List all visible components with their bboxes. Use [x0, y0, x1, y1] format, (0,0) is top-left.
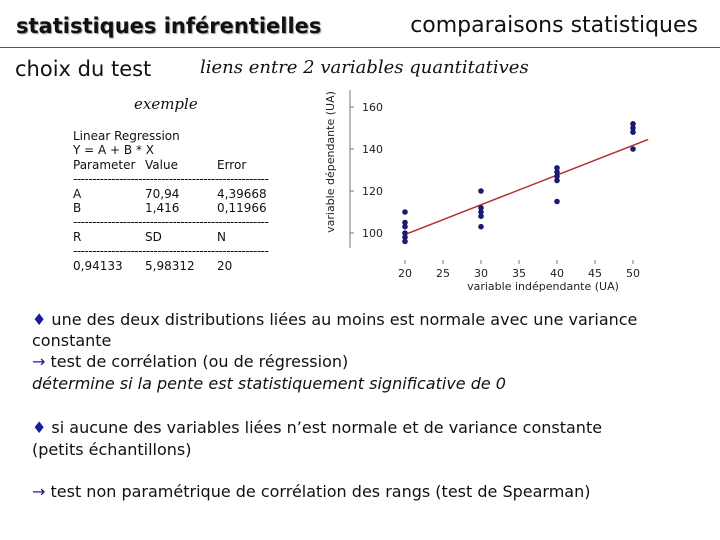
separator-line: ----------------------------------------…	[73, 215, 269, 230]
diamond-bullet-icon: ♦	[32, 418, 47, 437]
stats-cell: 5,98312	[145, 258, 195, 273]
note-1-line-1: ♦ une des deux distributions liées au mo…	[32, 310, 638, 329]
stats-row: Linear Regression	[73, 129, 269, 143]
data-point	[478, 213, 484, 219]
y-tick-label: 160	[362, 101, 383, 114]
data-point	[554, 169, 560, 175]
data-point	[630, 125, 636, 131]
data-point	[478, 223, 484, 230]
x-tick-label: 20	[398, 267, 412, 280]
stats-row: R SD N	[73, 230, 269, 244]
stats-cell: 0,11966	[217, 200, 267, 215]
stats-cell: N	[217, 229, 226, 244]
y-axis-label: variable dépendante (UA)	[324, 91, 337, 233]
data-point	[478, 209, 484, 215]
x-tick-label: 45	[588, 267, 602, 280]
stats-cell: Parameter	[73, 157, 136, 172]
data-point	[402, 219, 408, 226]
stats-cell: Error	[217, 157, 247, 172]
y-tick-label: 120	[362, 185, 383, 198]
stats-row: B 1,416 0,11966	[73, 201, 269, 215]
data-point	[478, 188, 484, 194]
data-point	[402, 230, 408, 236]
stats-cell: 70,94	[145, 186, 180, 201]
x-tick-label: 30	[474, 267, 488, 280]
data-point	[554, 177, 560, 184]
data-point	[554, 165, 560, 171]
stats-cell: 1,416	[145, 200, 180, 215]
stats-row: Parameter Value Error	[73, 158, 269, 172]
data-point	[630, 146, 636, 152]
stats-cell: R	[73, 229, 82, 244]
example-label: exemple	[134, 95, 198, 113]
stats-cell: A	[73, 186, 82, 201]
data-point	[402, 223, 408, 230]
note-2-line-1: ♦ si aucune des variables liées n’est no…	[32, 418, 603, 437]
separator-line: ----------------------------------------…	[73, 172, 269, 187]
chart-marks: 100 120 140 160 20 25 30 35 40 45 50	[350, 101, 649, 280]
y-tick-label: 100	[362, 227, 383, 240]
stats-row: Y = A + B * X	[73, 143, 269, 157]
scatter-chart: variable dépendante (UA) variable indépe…	[324, 90, 649, 293]
note-2-line-2: (petits échantillons)	[32, 440, 192, 459]
y-tick-label: 140	[362, 143, 383, 156]
subtitle-left: choix du test	[15, 57, 152, 81]
data-point	[478, 205, 484, 211]
stats-row: A 70,94 4,39668	[73, 187, 269, 201]
x-tick-label: 35	[512, 267, 526, 280]
data-point	[402, 234, 408, 240]
stats-cell: SD	[145, 229, 162, 244]
stats-cell: Value	[145, 157, 178, 172]
stats-cell: B	[73, 200, 82, 215]
section-title: comparaisons statistiques	[410, 13, 698, 38]
data-point	[402, 209, 408, 215]
note-1-line-3: → test de corrélation (ou de régression)	[32, 352, 349, 371]
regression-line	[404, 138, 649, 236]
page-title: statistiques inférentielles	[16, 14, 322, 38]
note-1-line-2: constante	[32, 331, 112, 350]
x-axis-label: variable indépendante (UA)	[467, 280, 619, 293]
stats-cell: 0,94133	[73, 258, 123, 273]
stats-row: 0,94133 5,98312 20	[73, 259, 269, 273]
stats-cell: 20	[217, 258, 233, 273]
separator-line: ----------------------------------------…	[73, 244, 269, 259]
stats-cell: Y = A + B * X	[73, 143, 154, 158]
diamond-bullet-icon: ♦	[32, 310, 47, 329]
data-point	[630, 121, 636, 127]
note-1-line-4: détermine si la pente est statistiquemen…	[32, 374, 506, 393]
stats-cell: 4,39668	[217, 186, 267, 201]
x-tick-label: 40	[550, 267, 564, 280]
data-point	[402, 238, 408, 245]
stats-cell: Linear Regression	[73, 129, 180, 143]
x-tick-label: 25	[436, 267, 450, 280]
subtitle-center: liens entre 2 variables quantitatives	[200, 57, 529, 78]
data-point	[554, 173, 560, 180]
data-point	[630, 129, 636, 135]
arrow-right-icon: →	[32, 352, 46, 371]
note-3-line-1: → test non paramétrique de corrélation d…	[32, 482, 591, 501]
regression-output: Linear Regression Y = A + B * X Parameter V…	[73, 129, 269, 273]
data-point	[554, 198, 560, 205]
header-divider	[0, 47, 720, 48]
arrow-right-icon: →	[32, 482, 46, 501]
x-tick-label: 50	[626, 267, 640, 280]
